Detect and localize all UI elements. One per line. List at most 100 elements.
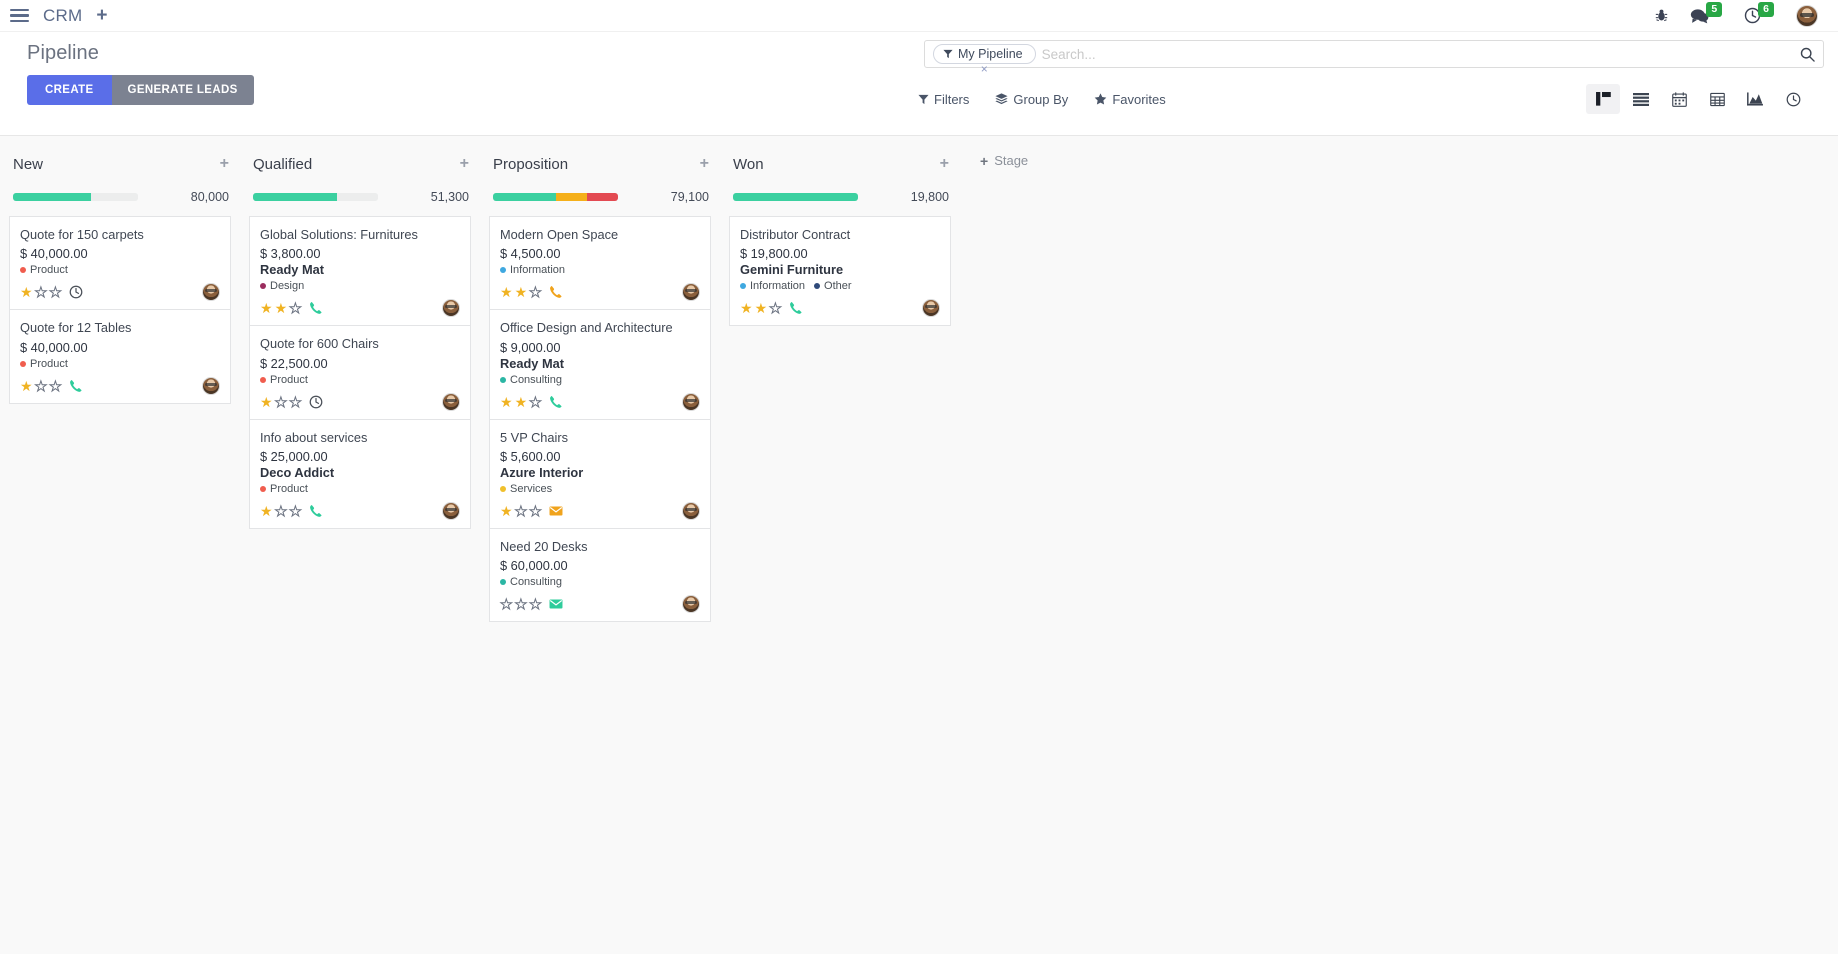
kanban-column-title[interactable]: Qualified bbox=[253, 155, 313, 173]
kanban-card[interactable]: Quote for 600 Chairs $ 22,500.00 Product ★ ★… bbox=[249, 325, 471, 419]
phone-icon[interactable] bbox=[549, 285, 563, 299]
phone-icon[interactable] bbox=[309, 504, 323, 518]
progress-bar[interactable] bbox=[733, 193, 858, 201]
clock-icon[interactable] bbox=[309, 395, 323, 409]
priority-stars[interactable]: ★ ★ ★ bbox=[20, 284, 62, 301]
priority-star[interactable]: ★ bbox=[20, 377, 33, 394]
priority-stars[interactable]: ★ ★ ★ bbox=[20, 377, 63, 394]
kanban-card[interactable]: Office Design and Architecture $ 9,000.00… bbox=[489, 309, 711, 419]
progress-segment[interactable] bbox=[586, 193, 618, 201]
search-icon[interactable] bbox=[1800, 47, 1815, 62]
priority-star[interactable]: ★ bbox=[260, 300, 273, 317]
generate-leads-button[interactable]: GENERATE LEADS bbox=[111, 75, 254, 105]
priority-star[interactable]: ★ bbox=[514, 596, 528, 613]
priority-stars[interactable]: ★ ★ ★ bbox=[260, 502, 303, 519]
view-pivot-button[interactable] bbox=[1700, 84, 1734, 114]
favorites-menu[interactable]: Favorites bbox=[1094, 92, 1166, 107]
progress-segment[interactable] bbox=[493, 193, 556, 201]
priority-star[interactable]: ★ bbox=[49, 377, 63, 394]
kanban-card[interactable]: Quote for 12 Tables $ 40,000.00 Product ★ ★ ★ bbox=[9, 309, 231, 404]
priority-stars[interactable]: ★ ★ ★ bbox=[260, 393, 302, 410]
kanban-column-title[interactable]: New bbox=[13, 155, 44, 173]
kanban-card[interactable]: Distributor Contract $ 19,800.00 Gemini Fu… bbox=[729, 216, 951, 327]
kanban-card-avatar[interactable] bbox=[442, 299, 460, 318]
priority-star[interactable]: ★ bbox=[34, 284, 48, 301]
kanban-column-add-icon[interactable]: + bbox=[939, 155, 949, 172]
clock-icon[interactable] bbox=[69, 285, 83, 299]
phone-icon[interactable] bbox=[549, 395, 563, 409]
priority-star[interactable]: ★ bbox=[289, 502, 303, 519]
kanban-column-title[interactable]: Won bbox=[733, 155, 764, 173]
view-graph-button[interactable] bbox=[1738, 84, 1772, 114]
priority-star[interactable]: ★ bbox=[529, 393, 543, 410]
kanban-card-avatar[interactable] bbox=[202, 283, 220, 302]
view-kanban-button[interactable] bbox=[1586, 84, 1620, 114]
activities-clock-icon[interactable]: 6 bbox=[1744, 1, 1774, 24]
kanban-card[interactable]: Info about services $ 25,000.00 Deco Addic… bbox=[249, 418, 471, 529]
kanban-column-title[interactable]: Proposition bbox=[493, 155, 569, 173]
priority-stars[interactable]: ★ ★ ★ bbox=[500, 596, 543, 613]
kanban-card-avatar[interactable] bbox=[682, 392, 700, 411]
priority-star[interactable]: ★ bbox=[500, 284, 513, 301]
priority-star[interactable]: ★ bbox=[274, 502, 288, 519]
kanban-card[interactable]: Need 20 Desks $ 60,000.00 Consulting ★ ★ ★ bbox=[489, 527, 711, 623]
kanban-card[interactable]: Global Solutions: Furnitures $ 3,800.00 Re… bbox=[249, 216, 471, 326]
kanban-card-avatar[interactable] bbox=[442, 392, 460, 411]
priority-star[interactable]: ★ bbox=[740, 300, 753, 317]
filters-menu[interactable]: Filters bbox=[918, 92, 969, 107]
bug-icon[interactable] bbox=[1655, 8, 1668, 23]
priority-star[interactable]: ★ bbox=[500, 502, 513, 519]
kanban-column-add-icon[interactable]: + bbox=[459, 155, 469, 172]
priority-star[interactable]: ★ bbox=[500, 596, 514, 613]
view-activity-button[interactable] bbox=[1776, 84, 1810, 114]
user-avatar[interactable] bbox=[1796, 4, 1818, 27]
priority-stars[interactable]: ★ ★ ★ bbox=[500, 502, 543, 519]
priority-star[interactable]: ★ bbox=[529, 284, 543, 301]
kanban-card-avatar[interactable] bbox=[922, 299, 940, 318]
priority-star[interactable]: ★ bbox=[500, 393, 513, 410]
priority-star[interactable]: ★ bbox=[754, 300, 768, 317]
messages-icon[interactable]: 5 bbox=[1690, 1, 1723, 24]
progress-segment[interactable] bbox=[13, 193, 91, 201]
kanban-card-avatar[interactable] bbox=[682, 283, 700, 302]
phone-icon[interactable] bbox=[789, 301, 803, 315]
search-facet-remove-icon[interactable]: × bbox=[980, 62, 988, 76]
search-input[interactable] bbox=[1041, 46, 1800, 62]
priority-star[interactable]: ★ bbox=[289, 300, 303, 317]
progress-bar[interactable] bbox=[13, 193, 138, 201]
view-list-button[interactable] bbox=[1624, 84, 1658, 114]
priority-stars[interactable]: ★ ★ ★ bbox=[260, 300, 303, 317]
add-stage-button[interactable]: + Stage bbox=[960, 152, 1140, 954]
kanban-card-avatar[interactable] bbox=[442, 501, 460, 520]
priority-star[interactable]: ★ bbox=[529, 596, 543, 613]
priority-star[interactable]: ★ bbox=[529, 502, 543, 519]
kanban-column-add-icon[interactable]: + bbox=[699, 155, 709, 172]
progress-segment[interactable] bbox=[253, 193, 337, 201]
priority-star[interactable]: ★ bbox=[274, 393, 288, 410]
progress-segment[interactable] bbox=[733, 193, 858, 201]
priority-stars[interactable]: ★ ★ ★ bbox=[500, 393, 543, 410]
search-facet-my-pipeline[interactable]: My Pipeline × bbox=[933, 44, 1036, 75]
phone-icon[interactable] bbox=[309, 301, 323, 315]
priority-star[interactable]: ★ bbox=[260, 393, 273, 410]
kanban-column-add-icon[interactable]: + bbox=[219, 155, 229, 172]
kanban-card[interactable]: Modern Open Space $ 4,500.00 Information ★ ★… bbox=[489, 216, 711, 310]
kanban-card-avatar[interactable] bbox=[202, 376, 220, 395]
kanban-card[interactable]: 5 VP Chairs $ 5,600.00 Azure Interior Servi… bbox=[489, 418, 711, 528]
priority-star[interactable]: ★ bbox=[20, 284, 33, 301]
priority-star[interactable]: ★ bbox=[514, 284, 528, 301]
kanban-card-avatar[interactable] bbox=[682, 595, 700, 614]
priority-stars[interactable]: ★ ★ ★ bbox=[740, 300, 782, 317]
group-by-menu[interactable]: Group By bbox=[995, 92, 1068, 107]
progress-segment[interactable] bbox=[90, 193, 138, 201]
priority-star[interactable]: ★ bbox=[514, 502, 528, 519]
priority-star[interactable]: ★ bbox=[514, 393, 528, 410]
priority-star[interactable]: ★ bbox=[274, 300, 288, 317]
hamburger-icon[interactable] bbox=[10, 8, 29, 23]
kanban-card[interactable]: Quote for 150 carpets $ 40,000.00 Product ★… bbox=[9, 216, 231, 310]
new-record-plus-icon[interactable]: + bbox=[96, 5, 108, 26]
envelope-icon[interactable] bbox=[549, 504, 563, 518]
app-brand-crm[interactable]: CRM bbox=[43, 5, 83, 25]
progress-segment[interactable] bbox=[555, 193, 587, 201]
search-bar[interactable]: My Pipeline × bbox=[924, 40, 1824, 75]
